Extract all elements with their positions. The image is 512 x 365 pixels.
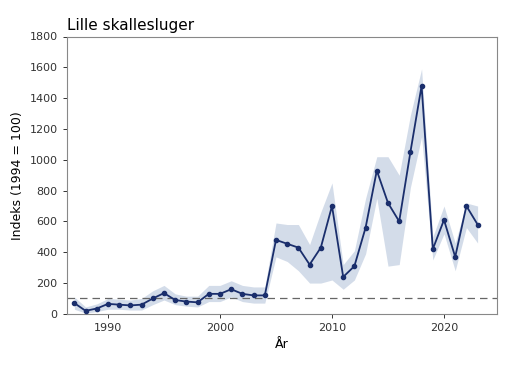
X-axis label: År: År bbox=[275, 338, 288, 351]
Text: Lille skallesluger: Lille skallesluger bbox=[67, 18, 194, 32]
Y-axis label: Indeks (1994 = 100): Indeks (1994 = 100) bbox=[11, 111, 24, 239]
